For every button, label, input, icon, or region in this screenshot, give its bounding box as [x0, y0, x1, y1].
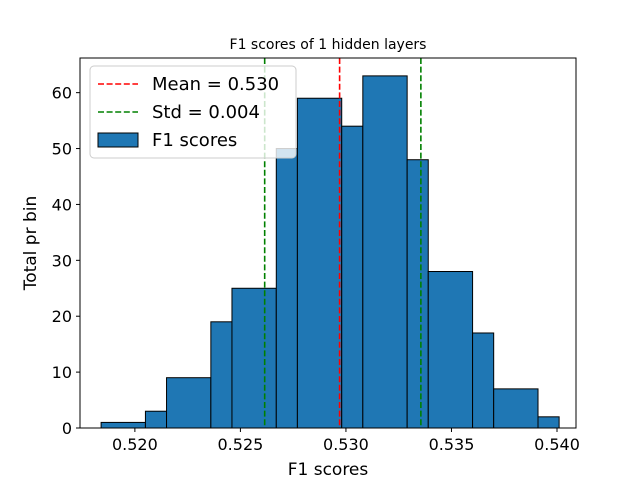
histogram-bar-1 — [144, 410, 168, 429]
histogram-bar-7 — [341, 125, 364, 429]
legend-box — [89, 65, 297, 159]
histogram-bar-6 — [296, 97, 343, 429]
legend-swatch-2 — [97, 132, 139, 148]
histogram-bar-5 — [275, 148, 298, 429]
x-tick-label-4: 0.540 — [534, 435, 580, 454]
x-tick-label-3: 0.535 — [429, 435, 475, 454]
histogram-bar-13 — [537, 416, 560, 429]
histogram-bar-9 — [406, 159, 429, 429]
histogram-bar-10 — [427, 271, 474, 429]
histogram-bar-0 — [100, 421, 146, 429]
y-tick-label-4: 40 — [52, 195, 72, 214]
plot-frame — [79, 57, 577, 429]
chart-title: F1 scores of 1 hidden layers — [230, 37, 427, 53]
histogram-bar-8 — [362, 75, 408, 429]
y-tick-label-2: 20 — [52, 307, 72, 326]
bars-layer — [100, 75, 560, 429]
legend-label-1: Std = 0.004 — [152, 102, 260, 123]
legend-label-2: F1 scores — [152, 130, 237, 151]
y-tick-label-6: 60 — [52, 84, 72, 103]
x-axis-label: F1 scores — [288, 460, 369, 480]
x-tick-label-2: 0.530 — [323, 435, 369, 454]
y-tick-label-5: 50 — [52, 140, 72, 159]
x-tick-label-1: 0.525 — [218, 435, 264, 454]
x-tick-label-0: 0.520 — [112, 435, 158, 454]
histogram-bar-12 — [493, 388, 539, 429]
y-axis-ticks: 0 10 20 30 40 50 60 — [52, 84, 80, 438]
y-tick-label-0: 0 — [62, 419, 72, 438]
x-axis-ticks: 0.520 0.525 0.530 0.535 0.540 — [112, 428, 580, 454]
histogram-bar-11 — [472, 332, 495, 429]
histogram-bar-2 — [166, 377, 212, 429]
histogram-bar-4 — [231, 287, 277, 429]
legend: Mean = 0.530 Std = 0.004 F1 scores — [89, 65, 297, 159]
y-tick-label-3: 30 — [52, 251, 72, 270]
legend-label-0: Mean = 0.530 — [152, 74, 279, 95]
y-axis-label: Total pr bin — [21, 196, 41, 292]
y-tick-label-1: 10 — [52, 363, 72, 382]
histogram-bar-3 — [210, 321, 233, 429]
